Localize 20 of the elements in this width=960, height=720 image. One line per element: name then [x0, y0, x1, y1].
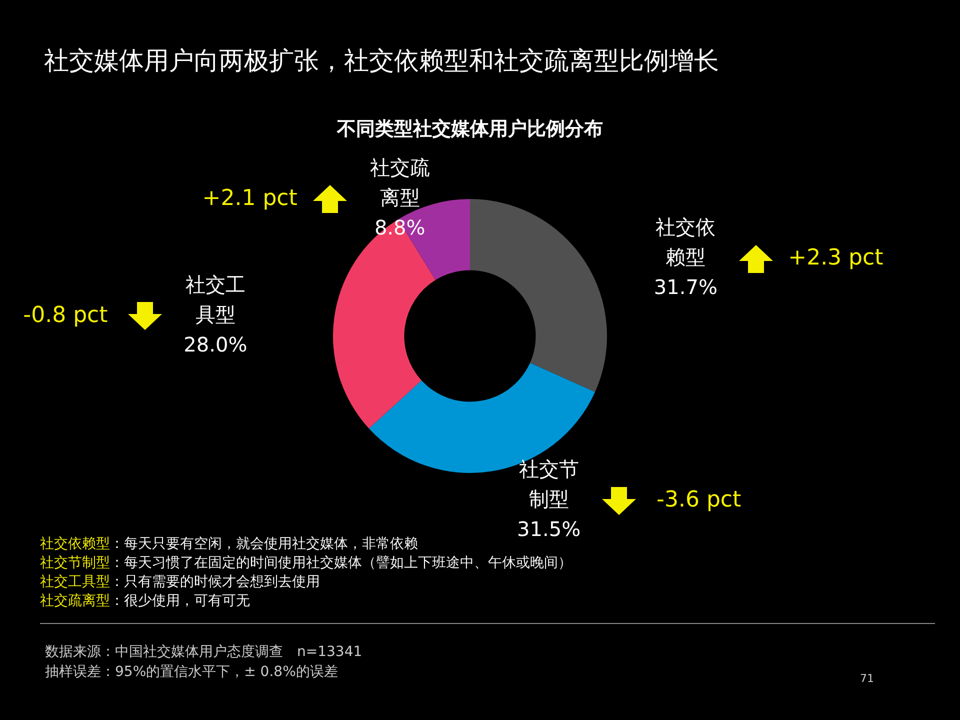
text: 社交工具型：只有需要的时候才会想到去使用: [40, 573, 320, 592]
text: +2.3 pct: [788, 246, 884, 271]
text: 71: [860, 672, 874, 685]
text: 抽样误差：95%的置信水平下，± 0.8%的误差: [45, 663, 339, 682]
chart-subtitle: 不同类型社交媒体用户比例分布: [336, 117, 604, 142]
slice-label: 社交工具型: [185, 272, 246, 327]
text: 社交节制型：每天习惯了在固定的时间使用社交媒体（譬如上下班途中、午休或晚间）: [40, 554, 572, 573]
data-label: 28.0%: [184, 332, 248, 357]
source-note: 数据来源：中国社交媒体用户态度调查 n=13341: [45, 643, 362, 662]
text: 社交依赖型：每天只要有空闲，就会使用社交媒体，非常依赖: [40, 535, 418, 554]
slice-label: 社交疏离型: [370, 156, 430, 210]
text: -0.8 pct: [23, 303, 108, 328]
chart-title: 社交媒体用户向两极扩张，社交依赖型和社交疏离型比例增长: [44, 45, 719, 77]
slice-label: 社交节制型: [518, 457, 579, 512]
data-label: 31.5%: [517, 517, 581, 542]
slice-label: 社交依赖型: [656, 214, 716, 269]
text: +2.1 pct: [202, 186, 298, 212]
data-label: 31.7%: [654, 274, 718, 299]
text: 社交疏离型：很少使用，可有可无: [40, 592, 250, 611]
text: -3.6 pct: [656, 488, 742, 513]
